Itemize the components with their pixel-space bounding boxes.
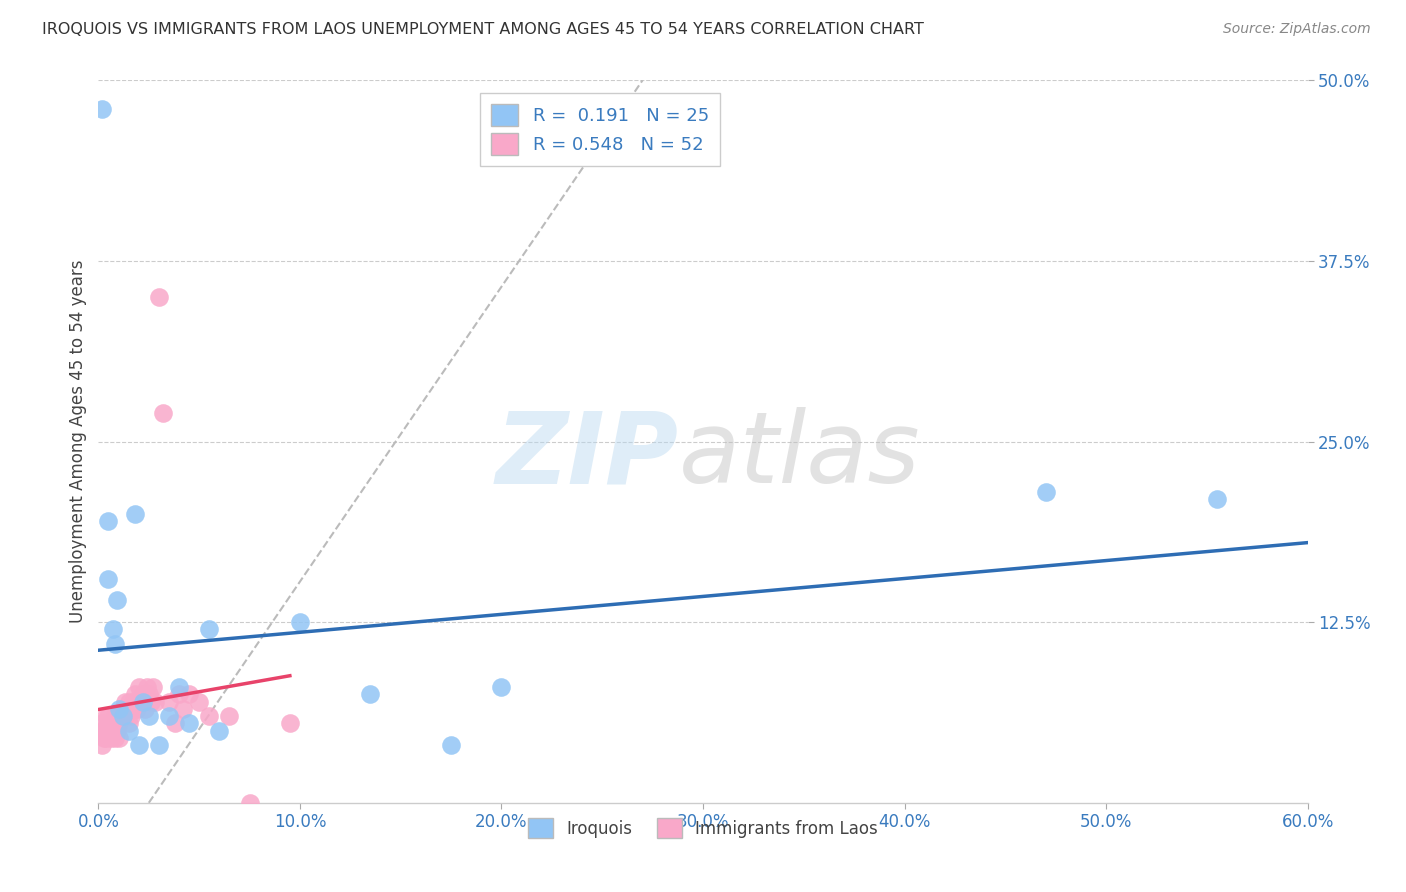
Point [118, 695, 141, 709]
Point [101, 723, 124, 738]
Point [111, 702, 134, 716]
Point [128, 738, 150, 752]
Point [142, 680, 165, 694]
Point [143, 695, 166, 709]
Point [278, 716, 301, 731]
Point [124, 507, 146, 521]
Point [115, 702, 138, 716]
Point [91, 716, 114, 731]
Point [105, 593, 128, 607]
Point [101, 716, 124, 731]
Point [114, 709, 136, 723]
Point [138, 687, 160, 701]
Y-axis label: Unemployment Among Ages 45 to 54 years: Unemployment Among Ages 45 to 54 years [69, 260, 87, 624]
Point [138, 709, 160, 723]
Point [103, 709, 125, 723]
Point [91, 102, 114, 116]
Point [157, 709, 180, 723]
Text: atlas: atlas [679, 408, 921, 505]
Point [97, 572, 120, 586]
Point [360, 687, 382, 701]
Text: Source: ZipAtlas.com: Source: ZipAtlas.com [1223, 22, 1371, 37]
Point [163, 716, 186, 731]
Point [208, 723, 231, 738]
Point [167, 680, 190, 694]
Point [179, 687, 201, 701]
Point [105, 723, 128, 738]
Point [132, 695, 155, 709]
Point [148, 290, 170, 304]
Point [198, 623, 221, 637]
Text: ZIP: ZIP [496, 408, 679, 505]
Legend: Iroquois, Immigrants from Laos: Iroquois, Immigrants from Laos [522, 812, 884, 845]
Point [93, 731, 115, 745]
Point [125, 702, 148, 716]
Point [121, 695, 143, 709]
Point [218, 709, 240, 723]
Point [93, 723, 115, 738]
Point [152, 406, 174, 420]
Point [101, 623, 124, 637]
Point [103, 731, 125, 745]
Point [120, 709, 142, 723]
Point [135, 680, 157, 694]
Point [107, 716, 129, 731]
Point [239, 796, 262, 810]
Point [107, 731, 129, 745]
Point [172, 702, 194, 716]
Point [198, 709, 221, 723]
Point [188, 695, 211, 709]
Point [110, 709, 132, 723]
Point [129, 695, 152, 709]
Point [100, 716, 122, 731]
Point [179, 716, 201, 731]
Point [124, 702, 146, 716]
Point [157, 695, 180, 709]
Point [111, 709, 134, 723]
Point [128, 680, 150, 694]
Point [89, 723, 111, 738]
Point [107, 702, 129, 716]
Point [124, 687, 146, 701]
Point [103, 637, 125, 651]
Point [97, 709, 120, 723]
Point [100, 731, 122, 745]
Point [118, 723, 141, 738]
Point [97, 716, 120, 731]
Point [96, 731, 118, 745]
Point [440, 738, 463, 752]
Point [114, 695, 136, 709]
Point [97, 514, 120, 528]
Point [167, 687, 190, 701]
Point [134, 702, 156, 716]
Text: IROQUOIS VS IMMIGRANTS FROM LAOS UNEMPLOYMENT AMONG AGES 45 TO 54 YEARS CORRELAT: IROQUOIS VS IMMIGRANTS FROM LAOS UNEMPLO… [42, 22, 924, 37]
Point [139, 695, 162, 709]
Point [96, 709, 118, 723]
Point [132, 687, 155, 701]
Point [1035, 485, 1057, 500]
Point [118, 716, 141, 731]
Point [1206, 492, 1229, 507]
Point [105, 709, 128, 723]
Point [91, 738, 114, 752]
Point [288, 615, 311, 630]
Point [148, 738, 170, 752]
Point [491, 680, 513, 694]
